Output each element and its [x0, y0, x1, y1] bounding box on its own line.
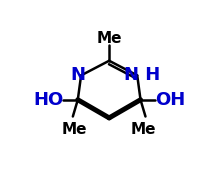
Text: HO: HO — [33, 91, 63, 109]
Text: Me: Me — [131, 121, 157, 136]
Text: N H: N H — [124, 66, 160, 84]
Text: Me: Me — [62, 121, 87, 136]
Text: Me: Me — [96, 31, 122, 46]
Text: OH: OH — [155, 91, 185, 109]
Text: N: N — [70, 66, 85, 84]
